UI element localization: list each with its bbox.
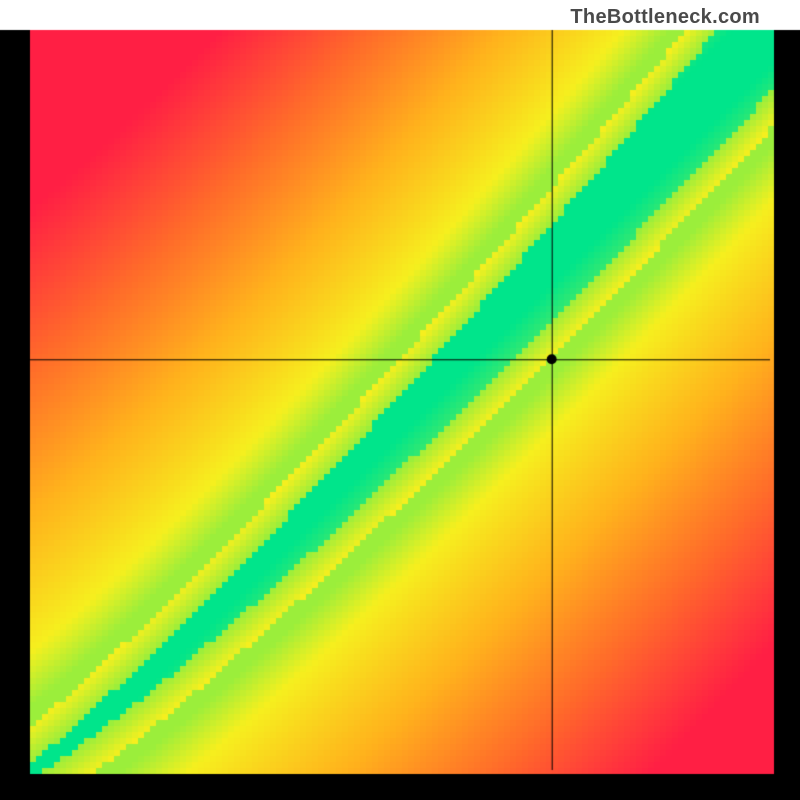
watermark-text: TheBottleneck.com [570,6,760,29]
chart-container: TheBottleneck.com [0,0,800,800]
bottleneck-heatmap-canvas [0,0,800,800]
